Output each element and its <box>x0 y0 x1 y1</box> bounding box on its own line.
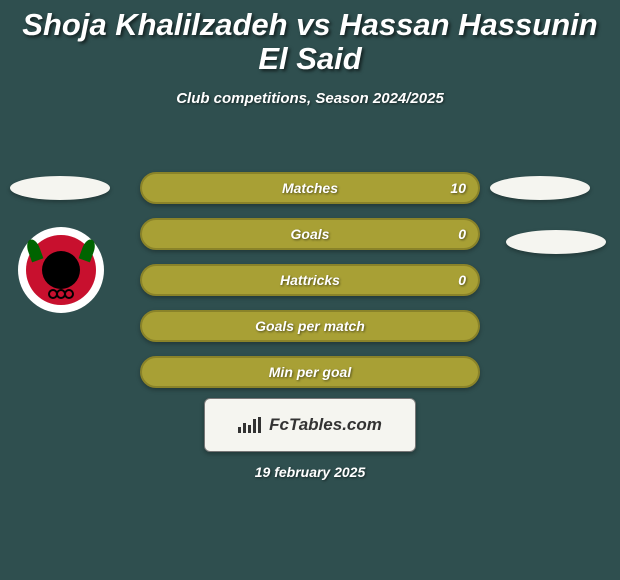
brand-button[interactable]: FcTables.com <box>204 398 416 452</box>
brand-text: FcTables.com <box>269 415 382 435</box>
date-text: 19 february 2025 <box>0 464 620 480</box>
stat-label: Hattricks <box>280 272 340 288</box>
stat-row-matches: Matches 10 <box>140 172 480 204</box>
stat-label: Goals per match <box>255 318 365 334</box>
olympic-rings-icon <box>43 289 79 299</box>
stat-label: Matches <box>282 180 338 196</box>
stat-label: Goals <box>291 226 330 242</box>
stats-block: Matches 10 Goals 0 Hattricks 0 Goals per… <box>140 172 480 402</box>
stat-row-hattricks: Hattricks 0 <box>140 264 480 296</box>
club-badge <box>18 227 104 313</box>
laurel-left-icon <box>25 238 44 263</box>
club-badge-inner <box>26 235 96 305</box>
stat-right-value: 0 <box>458 226 466 242</box>
bar-chart-icon <box>238 417 263 433</box>
player-left-oval <box>10 176 110 200</box>
stat-row-mpg: Min per goal <box>140 356 480 388</box>
stat-row-gpm: Goals per match <box>140 310 480 342</box>
brand-suffix: Tables.com <box>289 415 382 434</box>
brand-prefix: Fc <box>269 415 289 434</box>
football-icon <box>42 251 80 289</box>
stat-row-goals: Goals 0 <box>140 218 480 250</box>
player-right-oval-2 <box>506 230 606 254</box>
stat-label: Min per goal <box>269 364 351 380</box>
stat-right-value: 10 <box>450 180 466 196</box>
ring-icon <box>64 289 74 299</box>
page-title: Shoja Khalilzadeh vs Hassan Hassunin El … <box>0 0 620 76</box>
subtitle: Club competitions, Season 2024/2025 <box>0 90 620 107</box>
player-right-oval-1 <box>490 176 590 200</box>
laurel-right-icon <box>79 238 98 263</box>
stat-right-value: 0 <box>458 272 466 288</box>
infographic-container: Shoja Khalilzadeh vs Hassan Hassunin El … <box>0 0 620 580</box>
